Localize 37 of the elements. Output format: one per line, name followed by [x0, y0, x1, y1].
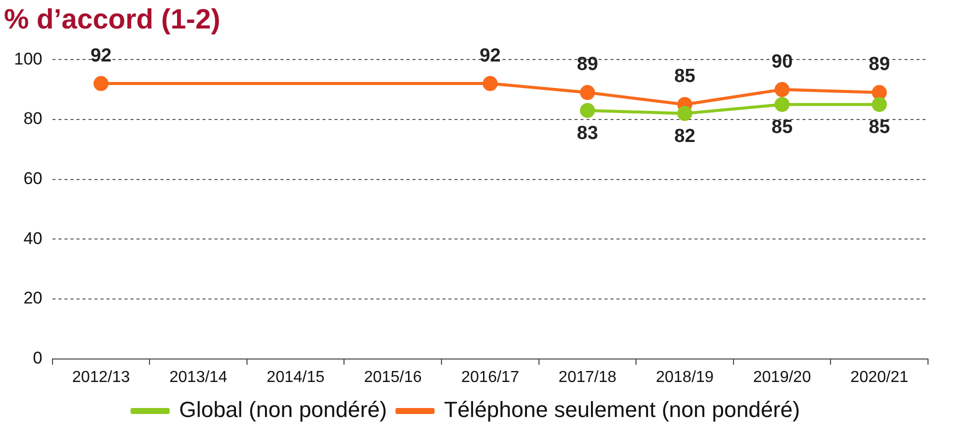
- data-label: 85: [868, 117, 890, 138]
- point: [774, 96, 790, 112]
- point: [94, 76, 109, 92]
- data-label: 85: [771, 117, 794, 138]
- x-tick-label: 2016/17: [461, 368, 520, 386]
- data-label: 89: [868, 54, 890, 76]
- x-tick-label: 2014/15: [266, 368, 325, 386]
- x-tick-label: 2015/16: [364, 368, 422, 386]
- y-tick-label: 60: [23, 168, 42, 188]
- legend-label: Global (non pondéré): [179, 397, 388, 422]
- point: [774, 82, 790, 98]
- data-label: 92: [90, 45, 112, 66]
- x-tick-label: 2017/18: [558, 368, 616, 386]
- y-tick-label: 40: [23, 228, 42, 248]
- point: [580, 102, 595, 118]
- data-label: 83: [576, 123, 598, 144]
- point: [677, 106, 692, 121]
- x-tick-label: 2019/20: [753, 368, 812, 386]
- point: [872, 96, 887, 112]
- x-tick-label: 2020/21: [850, 368, 908, 386]
- data-label: 85: [674, 66, 696, 88]
- y-tick-label: 80: [23, 109, 42, 128]
- legend-label: Téléphone seulement (non pondéré): [444, 397, 800, 422]
- chart-title: % d’accord (1-2): [4, 4, 220, 35]
- y-tick-label: 100: [14, 49, 42, 68]
- x-tick-label: 2013/14: [169, 368, 228, 386]
- point: [580, 85, 595, 100]
- y-tick-label: 20: [23, 288, 42, 308]
- point: [872, 85, 887, 100]
- data-label: 82: [674, 126, 696, 148]
- data-label: 90: [771, 51, 793, 72]
- point: [482, 76, 498, 92]
- data-label: 92: [480, 45, 501, 66]
- y-tick-label: 0: [32, 348, 42, 368]
- x-tick-label: 2018/19: [656, 368, 714, 386]
- x-tick-label: 2012/13: [72, 368, 130, 386]
- data-label: 89: [576, 54, 598, 76]
